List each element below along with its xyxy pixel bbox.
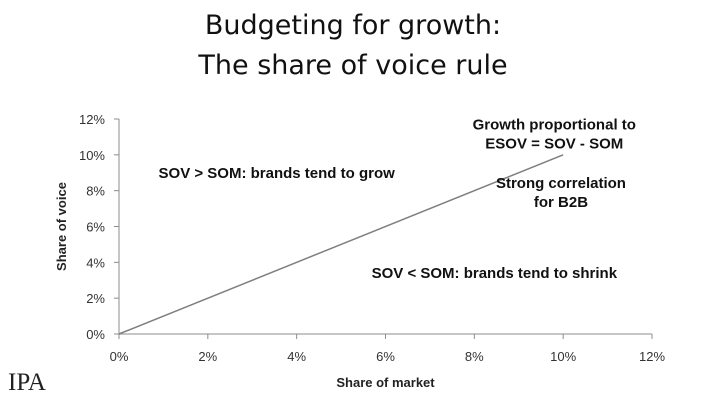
annotation-text: for B2B <box>534 194 588 211</box>
chart-title: Budgeting for growth: The share of voice… <box>0 6 706 86</box>
chart-axes <box>114 118 653 339</box>
x-tick-label: 12% <box>639 349 665 364</box>
y-axis-label: Share of voice <box>54 182 69 271</box>
x-tick-label: 8% <box>465 349 484 364</box>
x-axis-label: Share of market <box>336 375 435 390</box>
y-tick-label: 8% <box>86 184 105 199</box>
annotation-text: Strong correlation <box>496 175 626 192</box>
chart-tick-labels: 0% 2% 4% 6% 8% 10% 12% 0% 2% 4% 6% 8% 10% 12% <box>79 112 665 364</box>
y-tick-label: 10% <box>79 148 105 163</box>
annotation-text: ESOV = SOV - SOM <box>485 136 623 153</box>
y-tick-label: 2% <box>86 291 105 306</box>
chart-title-line-1: Budgeting for growth: <box>204 10 502 41</box>
x-tick-label: 0% <box>110 349 129 364</box>
x-tick-label: 10% <box>550 349 576 364</box>
y-tick-label: 12% <box>79 112 105 127</box>
chart-title-line-2: The share of voice rule <box>198 50 508 81</box>
y-tick-label: 4% <box>86 255 105 270</box>
chart-annotations: Growth proportional to ESOV = SOV - SOM SO… <box>159 117 636 282</box>
x-tick-label: 2% <box>198 349 217 364</box>
x-tick-label: 4% <box>287 349 306 364</box>
series-line <box>118 154 564 335</box>
y-tick-label: 6% <box>86 220 105 235</box>
annotation-text: Growth proportional to <box>473 117 636 134</box>
chart-series <box>118 154 564 335</box>
annotation-text: SOV > SOM: brands tend to grow <box>159 165 396 182</box>
annotation-text: SOV < SOM: brands tend to shrink <box>372 265 618 282</box>
y-tick-label: 0% <box>86 327 105 342</box>
x-tick-label: 6% <box>376 349 395 364</box>
ipa-logo: IPA <box>8 369 46 396</box>
